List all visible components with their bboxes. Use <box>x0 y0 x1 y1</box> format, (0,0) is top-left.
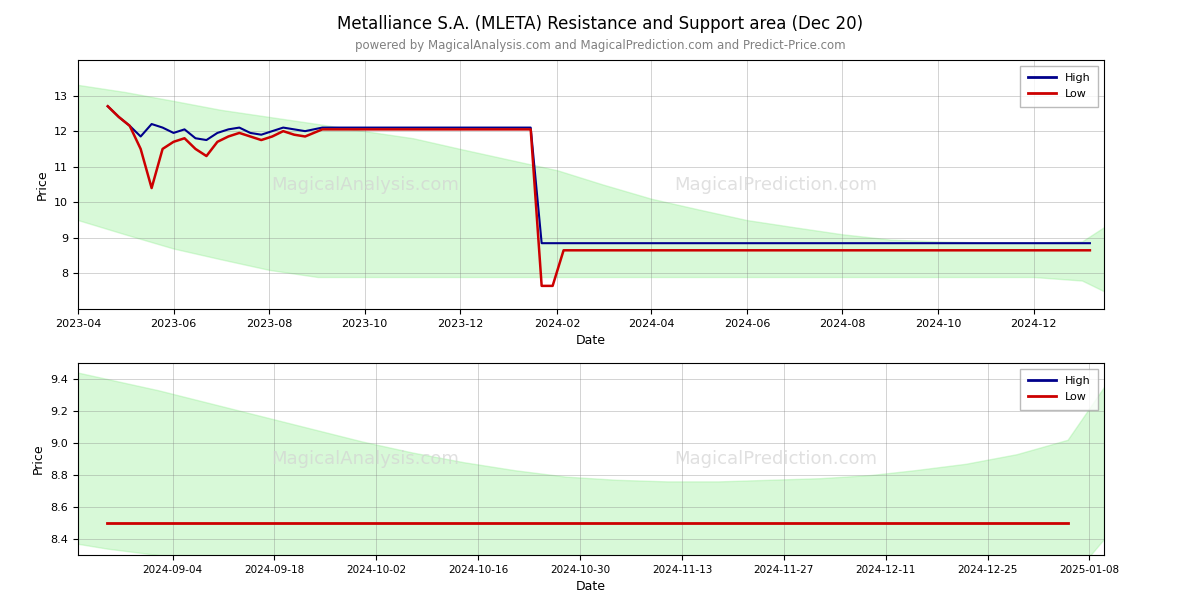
X-axis label: Date: Date <box>576 334 606 347</box>
Y-axis label: Price: Price <box>36 169 48 200</box>
Text: MagicalAnalysis.com: MagicalAnalysis.com <box>271 450 460 468</box>
Y-axis label: Price: Price <box>32 443 44 475</box>
Text: MagicalPrediction.com: MagicalPrediction.com <box>674 450 877 468</box>
Text: powered by MagicalAnalysis.com and MagicalPrediction.com and Predict-Price.com: powered by MagicalAnalysis.com and Magic… <box>355 39 845 52</box>
Text: MagicalPrediction.com: MagicalPrediction.com <box>674 175 877 193</box>
X-axis label: Date: Date <box>576 580 606 593</box>
Legend: High, Low: High, Low <box>1020 65 1098 107</box>
Legend: High, Low: High, Low <box>1020 368 1098 410</box>
Text: MagicalAnalysis.com: MagicalAnalysis.com <box>271 175 460 193</box>
Text: Metalliance S.A. (MLETA) Resistance and Support area (Dec 20): Metalliance S.A. (MLETA) Resistance and … <box>337 15 863 33</box>
